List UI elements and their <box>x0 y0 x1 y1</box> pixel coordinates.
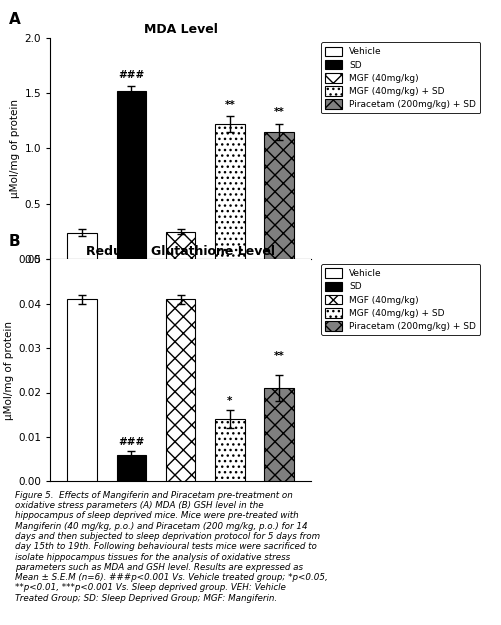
Text: Mangiferin (40 mg/kg, p.o.) and Piracetam (200 mg/kg, p.o.) for 14: Mangiferin (40 mg/kg, p.o.) and Piraceta… <box>15 521 307 531</box>
Bar <box>116 91 146 259</box>
Text: Treated Group; SD: Sleep Deprived Group; MGF: Mangiferin.: Treated Group; SD: Sleep Deprived Group;… <box>15 594 277 602</box>
Text: oxidative stress parameters (A) MDA (B) GSH level in the: oxidative stress parameters (A) MDA (B) … <box>15 501 263 510</box>
Text: parameters such as MDA and GSH level. Results are expressed as: parameters such as MDA and GSH level. Re… <box>15 562 303 572</box>
Text: day 15th to 19th. Following behavioural tests mice were sacrificed to: day 15th to 19th. Following behavioural … <box>15 542 316 551</box>
Text: **p<0.01, ***p<0.001 Vs. Sleep deprived group. VEH: Vehicle: **p<0.01, ***p<0.001 Vs. Sleep deprived … <box>15 584 286 592</box>
Legend: Vehicle, SD, MGF (40mg/kg), MGF (40mg/kg) + SD, Piracetam (200mg/kg) + SD: Vehicle, SD, MGF (40mg/kg), MGF (40mg/kg… <box>320 264 479 335</box>
Text: ###: ### <box>118 69 144 79</box>
Bar <box>166 232 195 259</box>
Text: **: ** <box>224 99 235 109</box>
Text: ###: ### <box>118 437 144 447</box>
Bar <box>166 299 195 481</box>
Legend: Vehicle, SD, MGF (40mg/kg), MGF (40mg/kg) + SD, Piracetam (200mg/kg) + SD: Vehicle, SD, MGF (40mg/kg), MGF (40mg/kg… <box>320 42 479 113</box>
Text: isolate hippocampus tissues for the analysis of oxidative stress: isolate hippocampus tissues for the anal… <box>15 552 290 561</box>
Bar <box>215 124 244 259</box>
Bar <box>215 419 244 481</box>
Text: days and then subjected to sleep deprivation protocol for 5 days from: days and then subjected to sleep depriva… <box>15 532 320 541</box>
Bar <box>116 454 146 481</box>
Text: B: B <box>9 234 20 249</box>
Bar <box>67 299 97 481</box>
Bar <box>67 232 97 259</box>
Text: A: A <box>9 12 20 27</box>
Text: **: ** <box>274 107 284 118</box>
Text: Mean ± S.E.M (n=6). ###p<0.001 Vs. Vehicle treated group; *p<0.05,: Mean ± S.E.M (n=6). ###p<0.001 Vs. Vehic… <box>15 573 327 582</box>
Text: hippocampus of sleep deprived mice. Mice were pre-treated with: hippocampus of sleep deprived mice. Mice… <box>15 511 298 520</box>
Title: Reduced Glutathione Level: Reduced Glutathione Level <box>86 245 275 258</box>
Text: *: * <box>227 396 232 406</box>
Text: Figure 5.  Effects of Mangiferin and Piracetam pre-treatment on: Figure 5. Effects of Mangiferin and Pira… <box>15 491 292 499</box>
Y-axis label: μMol/mg of protein: μMol/mg of protein <box>11 99 21 198</box>
Bar <box>264 388 294 481</box>
Title: MDA Level: MDA Level <box>143 23 217 36</box>
Text: **: ** <box>274 351 284 361</box>
Y-axis label: μMol/mg of protein: μMol/mg of protein <box>4 321 14 420</box>
Bar <box>264 132 294 259</box>
